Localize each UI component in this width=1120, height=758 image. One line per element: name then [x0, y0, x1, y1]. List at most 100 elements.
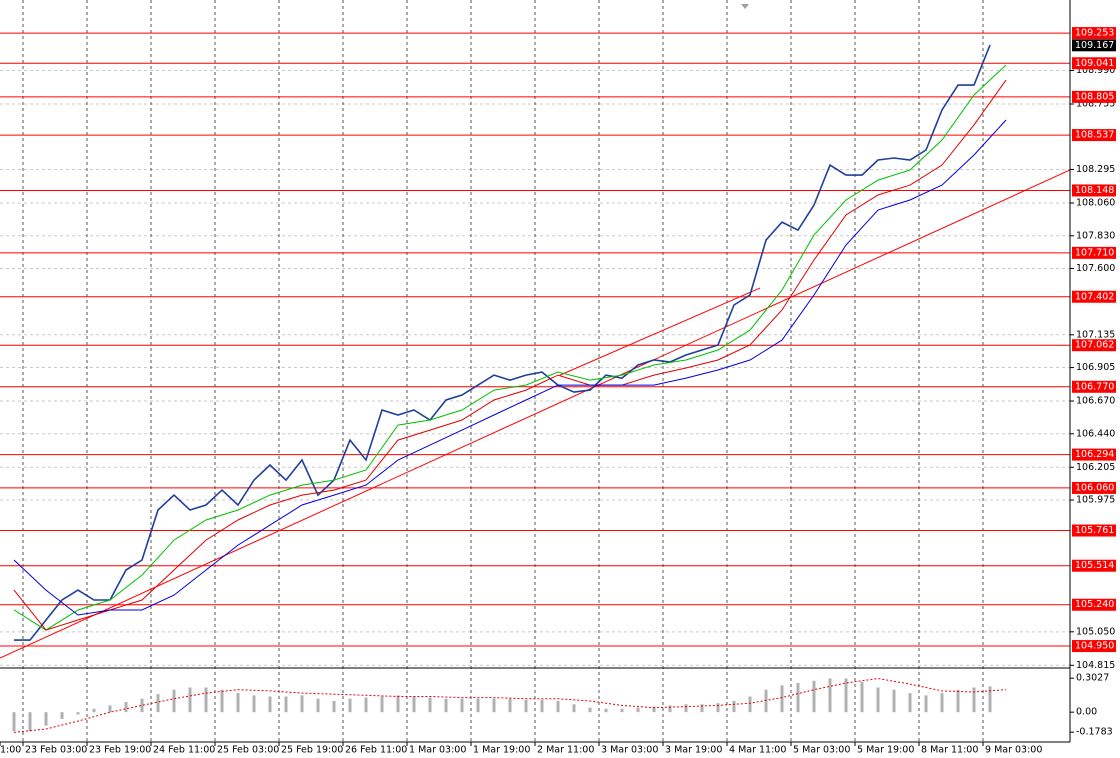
level-label-box: [1072, 559, 1116, 572]
histogram-bar: [556, 700, 560, 713]
shift-marker: [741, 4, 749, 9]
level-label: 109.041: [1075, 58, 1114, 69]
histogram-bar: [300, 695, 304, 713]
x-tick-label: 5 Mar 03:00: [793, 745, 850, 756]
histogram-bar: [444, 698, 448, 713]
x-tick-label: 1:00: [0, 745, 21, 756]
level-label: 105.514: [1075, 560, 1114, 571]
level-label: 105.240: [1075, 599, 1114, 610]
histogram-bar: [156, 694, 160, 713]
level-label: 107.710: [1075, 247, 1114, 258]
histogram-bar: [572, 704, 576, 713]
histogram-bar: [604, 708, 608, 713]
histogram-bar: [508, 698, 512, 713]
x-tick-label: 5 Mar 19:00: [857, 745, 914, 756]
histogram-bar: [876, 687, 880, 713]
histogram-bar: [284, 696, 288, 713]
level-label: 109.253: [1075, 28, 1114, 39]
y-tick-label: 107.830: [1076, 230, 1115, 241]
trendline: [559, 287, 761, 376]
histogram-bar: [652, 706, 656, 713]
histogram-bar: [732, 700, 736, 713]
y-tick-label: 106.905: [1076, 362, 1115, 373]
histogram-bar: [460, 698, 464, 713]
histogram-bar: [940, 693, 944, 713]
histogram-bar: [332, 700, 336, 713]
histogram-bar: [12, 712, 16, 732]
series-line: [13, 119, 1007, 616]
histogram-bar: [844, 678, 848, 713]
histogram-bar: [76, 712, 80, 715]
x-tick-label: 9 Mar 03:00: [985, 745, 1042, 756]
histogram-bar: [588, 707, 592, 713]
histogram-bar: [396, 695, 400, 713]
y-tick-label: 107.135: [1076, 329, 1115, 340]
y-tick-label: 106.440: [1076, 428, 1115, 439]
level-label: 108.537: [1075, 130, 1114, 141]
level-label: 105.761: [1075, 525, 1114, 536]
y-tick-label: 0.00: [1076, 707, 1097, 718]
level-label-box: [1072, 129, 1116, 142]
level-label-box: [1072, 481, 1116, 494]
y-tick-label: 104.815: [1076, 660, 1115, 671]
histogram-bar: [812, 680, 816, 713]
histogram-bar: [380, 696, 384, 713]
histogram-bar: [684, 704, 688, 713]
histogram-bar: [44, 712, 48, 726]
level-label-box: [1072, 27, 1116, 40]
level-label: 104.950: [1075, 641, 1114, 652]
histogram-bar: [108, 705, 112, 713]
y-tick-label: 108.755: [1076, 99, 1115, 110]
series-line: [14, 44, 991, 641]
y-tick-label: 107.600: [1076, 263, 1115, 274]
level-label-box: [1072, 640, 1116, 653]
level-label-box: [1072, 339, 1116, 352]
histogram-bar: [492, 698, 496, 713]
x-tick-label: 26 Feb 11:00: [345, 745, 407, 756]
histogram-bar: [364, 697, 368, 713]
y-tick-label: 105.050: [1076, 626, 1115, 637]
histogram-bar: [60, 712, 64, 719]
histogram-bar: [716, 703, 720, 713]
level-label-box: [1072, 90, 1116, 103]
level-label-box: [1072, 524, 1116, 537]
histogram-bar: [748, 696, 752, 713]
level-label-box: [1072, 598, 1116, 611]
histogram-bar: [220, 689, 224, 713]
level-label: 108.805: [1075, 91, 1114, 102]
histogram-bar: [92, 708, 96, 713]
x-tick-label: 25 Feb 19:00: [281, 745, 343, 756]
histogram-bar: [476, 698, 480, 713]
x-tick-label: 1 Mar 19:00: [473, 745, 530, 756]
histogram-bar: [972, 687, 976, 713]
histogram-bar: [268, 696, 272, 713]
x-tick-label: 25 Feb 03:00: [217, 745, 279, 756]
level-label: 106.770: [1075, 381, 1114, 392]
last-price-box: [1072, 39, 1116, 52]
y-tick-label: 106.670: [1076, 396, 1115, 407]
histogram-bar: [892, 689, 896, 713]
level-label: 106.294: [1075, 449, 1114, 460]
histogram-bar: [988, 686, 992, 713]
histogram-bar: [668, 705, 672, 713]
x-tick-label: 2 Mar 11:00: [537, 745, 594, 756]
histogram-bar: [204, 687, 208, 713]
y-tick-label: 108.295: [1076, 164, 1115, 175]
x-tick-label: 24 Feb 11:00: [153, 745, 215, 756]
histogram-bar: [124, 702, 128, 713]
level-label-box: [1072, 57, 1116, 70]
level-label: 107.402: [1075, 291, 1114, 302]
level-label-box: [1072, 184, 1116, 197]
x-tick-label: 8 Mar 11:00: [921, 745, 978, 756]
y-tick-label: 108.990: [1076, 65, 1115, 76]
histogram-bar: [252, 695, 256, 713]
series-line: [13, 79, 1007, 631]
histogram-bar: [764, 689, 768, 713]
histogram-bar: [348, 698, 352, 713]
histogram-bar: [620, 708, 624, 713]
y-tick-label: 108.060: [1076, 198, 1115, 209]
histogram-bar: [908, 693, 912, 713]
x-tick-label: 3 Mar 19:00: [665, 745, 722, 756]
histogram-bar: [700, 704, 704, 713]
